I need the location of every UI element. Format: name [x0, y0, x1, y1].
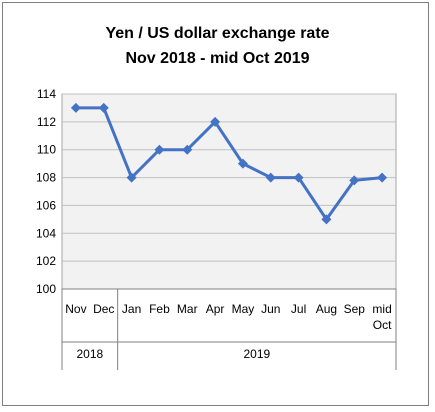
data-point: [349, 175, 360, 186]
x-tick-label: Dec: [93, 302, 114, 316]
data-point: [377, 172, 388, 183]
x-tick-label: Nov: [65, 302, 86, 316]
x-tick-label: Apr: [206, 302, 225, 316]
data-point: [98, 102, 109, 113]
y-tick-label: 108: [36, 171, 56, 185]
data-point: [154, 144, 165, 155]
chart-subtitle: Nov 2018 - mid Oct 2019: [125, 50, 310, 67]
x-axis: Nov Dec Jan Feb Mar Apr May Jun Jul Aug Sep mid Oct 2…: [61, 288, 397, 370]
y-tick-labels: 100 102 104 106 108 110 112 114: [36, 87, 56, 296]
x-tick-label: mid Oct: [372, 302, 392, 332]
x-tick-label: Jun: [261, 302, 280, 316]
data-point: [293, 172, 304, 183]
y-tick-label: 102: [36, 254, 56, 268]
y-tick-label: 110: [37, 143, 56, 157]
data-point: [321, 214, 332, 225]
series-line: [70, 102, 388, 225]
series-line-path: [75, 106, 383, 221]
x-tick-label: Feb: [149, 302, 170, 316]
y-tick-label: 100: [36, 282, 56, 296]
x-tick-label: Aug: [316, 302, 337, 316]
data-point: [210, 116, 221, 127]
y-tick-label: 114: [37, 87, 56, 101]
data-point: [265, 172, 276, 183]
data-point: [70, 102, 81, 113]
data-point: [126, 172, 137, 183]
x-tick-label: Jan: [122, 302, 141, 316]
x-tick-label: May: [232, 302, 255, 316]
chart-title: Yen / US dollar exchange rate: [105, 25, 330, 42]
data-point: [237, 158, 248, 169]
plot-area: [61, 93, 397, 290]
x-tick-label: Jul: [291, 302, 306, 316]
year-label: 2019: [243, 347, 270, 361]
year-label: 2018: [76, 347, 103, 361]
data-point: [182, 144, 193, 155]
y-tick-label: 112: [37, 115, 56, 129]
x-tick-label: Sep: [344, 302, 366, 316]
y-tick-label: 106: [36, 198, 56, 212]
x-tick-label: Mar: [177, 302, 198, 316]
y-tick-label: 104: [36, 226, 56, 240]
